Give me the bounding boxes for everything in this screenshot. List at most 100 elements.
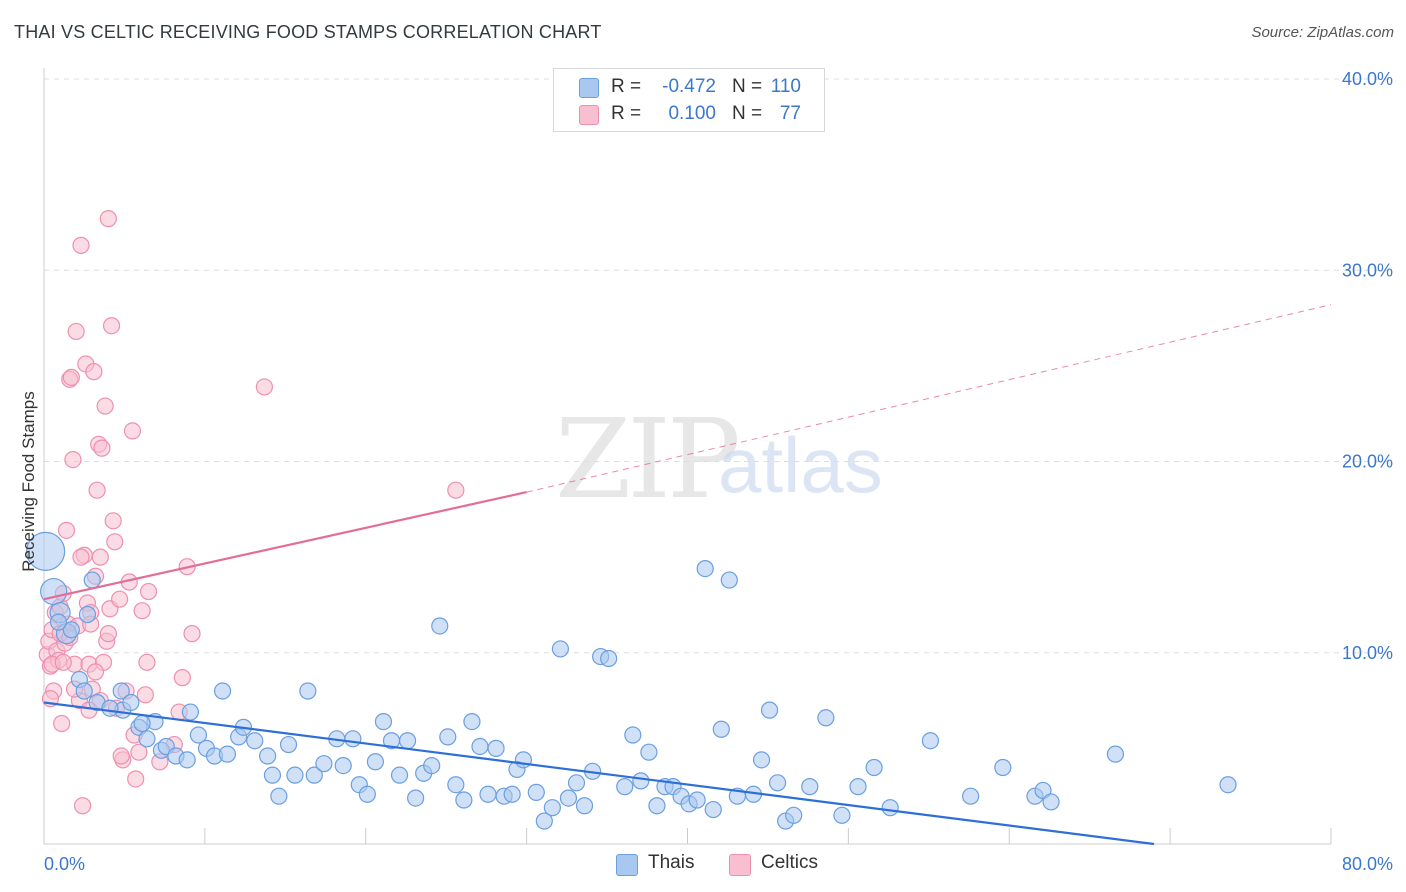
celtics-point [99,625,117,643]
thais-point [696,559,714,578]
thais-point [366,753,385,771]
thais-point [463,712,481,731]
celtics-point [111,590,129,608]
celtics-point [173,669,191,687]
thais-point [213,682,232,700]
x-tick-label: 80.0% [1342,854,1393,874]
thais-point [189,726,208,744]
legend-r-value: 0.100 [668,103,716,124]
celtics-point [123,422,142,440]
legend-n-value: 77 [779,103,801,124]
celtics-point [53,714,71,733]
thais-point [752,751,771,769]
thais-point [640,743,658,761]
thais-point [279,735,298,754]
celtics-point [67,322,85,341]
thais-point [559,789,578,807]
thais-point [133,714,151,733]
thais-point [49,613,68,631]
x-tick-label: 0.0% [44,854,85,874]
thais-point [817,709,835,727]
thais-point [1106,745,1125,763]
celtics-trend-extension [526,304,1332,493]
celtics-point [136,686,154,704]
celtics-swatch [579,105,599,125]
thais-point [487,739,505,757]
thais-point [704,800,722,819]
legend-label-thais: Thais [648,852,695,873]
thais-point [616,778,634,796]
thais-point [600,649,618,668]
thais-point [962,787,980,805]
thais-point [567,774,586,792]
thais-point [398,732,417,750]
thais-point [881,799,899,817]
thais-point [122,693,140,712]
thais-point [270,787,288,805]
celtics-trend-line [43,491,527,601]
thais-point [688,791,706,809]
celtics-point [88,481,106,499]
celtics-point [96,397,114,415]
thais-point [527,783,545,801]
thais-point [543,799,561,817]
celtics-point [72,548,90,566]
thais-point [138,730,156,748]
thais-point [358,785,376,803]
thais-point [447,776,465,794]
legend-r-label: R = [611,76,642,97]
celtics-point [86,663,105,681]
thais-point [849,778,867,796]
data-points [26,210,1237,830]
thais-point [1042,793,1060,811]
thais-point [218,745,236,763]
thais-point [455,791,473,809]
celtics-point [127,770,145,788]
thais-point [344,730,362,748]
celtics-point [91,548,109,566]
grid-lines [44,78,1394,654]
thais-point [315,755,333,773]
thais-point [78,605,97,624]
thais-swatch [579,78,599,98]
thais-point [575,797,594,815]
celtics-point [102,317,121,335]
tick-labels: 10.0% 20.0% 30.0% 40.0% 0.0% 80.0% Receiving F… [19,69,1393,874]
celtics-point [130,743,148,761]
watermark-atlas: atlas [718,421,883,509]
thais-point [75,682,93,700]
celtics-point [112,747,130,765]
thais-point [439,728,457,746]
celtics-point [133,602,151,620]
celtics-point [74,797,92,815]
y-axis-label: Receiving Food Stamps [19,391,38,571]
thais-point [535,812,553,830]
celtics-point [54,653,72,671]
chart-title: THAI VS CELTIC RECEIVING FOOD STAMPS COR… [14,22,602,42]
thais-point [624,726,642,744]
thais-point [407,789,425,807]
thais-point [720,571,738,589]
thais-swatch [616,854,638,876]
thais-point [101,699,119,717]
thais-point [181,703,199,721]
legend-row-celtics: R = 0.100 N = 77 [554,101,824,127]
thais-point [286,766,304,784]
legend-label-celtics: Celtics [761,852,819,873]
thais-point [760,701,779,719]
thais-point [801,778,819,796]
celtics-point [64,450,82,469]
celtics-point [138,653,156,671]
thais-point [334,756,352,775]
thais-point [40,577,68,606]
celtics-swatch [729,854,751,876]
thais-point [632,772,650,790]
thais-point [423,756,441,775]
celtics-point [447,481,465,499]
source-label: Source: ZipAtlas.com [1251,24,1394,41]
thais-point [471,737,489,756]
thais-point [994,758,1012,777]
celtics-point [255,378,273,396]
legend-row-thais: R = -0.472 N = 110 [554,74,824,100]
legend-r-value: -0.472 [662,76,716,97]
